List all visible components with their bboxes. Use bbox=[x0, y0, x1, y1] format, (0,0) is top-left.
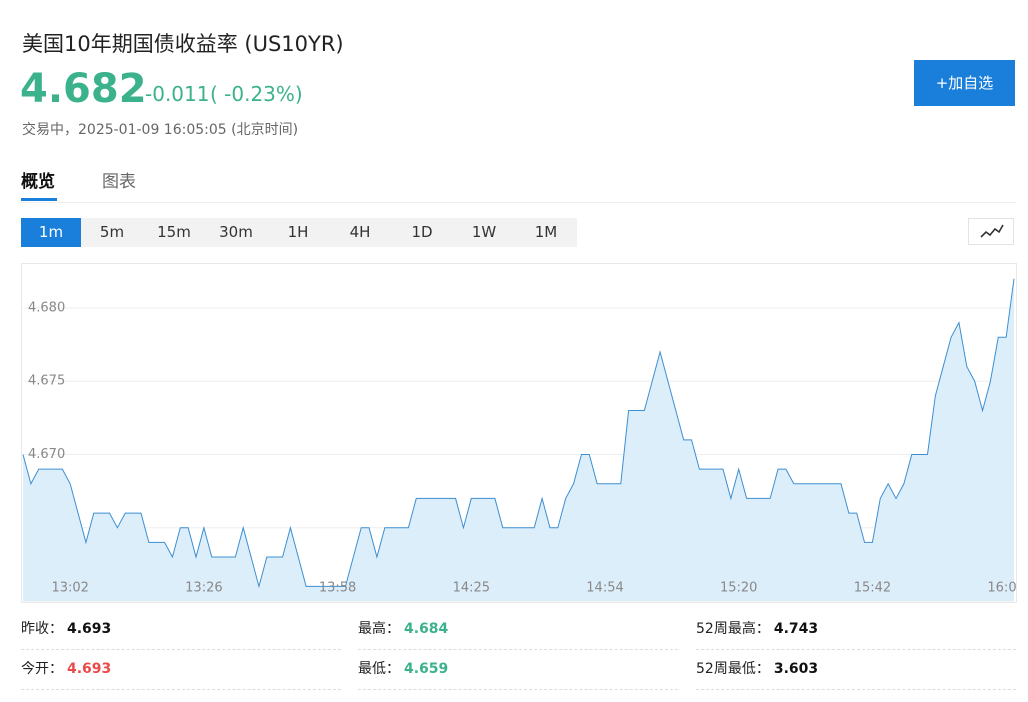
stat-value: 4.693 bbox=[67, 621, 112, 637]
x-tick-label: 15:20 bbox=[720, 581, 757, 596]
stat-label: 昨收： bbox=[21, 621, 63, 637]
y-tick-label: 4.680 bbox=[28, 300, 65, 315]
interval-button[interactable]: 1m bbox=[21, 218, 81, 247]
status: 交易中，2025-01-09 16:05:05 (北京时间) bbox=[22, 122, 299, 138]
interval-button[interactable]: 1W bbox=[471, 223, 497, 241]
stat-item: 52周最低： 3.603 bbox=[696, 649, 1016, 690]
interval-button[interactable]: 1H bbox=[287, 223, 309, 241]
tab[interactable]: 概览 bbox=[21, 172, 55, 192]
title: 美国10年期国债收益率 (US10YR) bbox=[22, 32, 344, 56]
line-icon bbox=[980, 224, 1004, 238]
stat-label: 52周最高： bbox=[696, 621, 770, 637]
change: -0.011 bbox=[145, 82, 210, 106]
separator bbox=[21, 202, 1016, 203]
stat-item: 最高： 4.684 bbox=[358, 609, 678, 650]
interval-button[interactable]: 4H bbox=[349, 223, 371, 241]
tab[interactable]: 图表 bbox=[102, 172, 136, 192]
interval-button[interactable]: 1M bbox=[534, 223, 558, 241]
tab-indicator bbox=[21, 198, 57, 201]
stat-item: 今开： 4.693 bbox=[21, 649, 341, 690]
chart: 4.6604.6654.6704.6754.68013:0213:2613:58… bbox=[21, 263, 1017, 603]
add-watchlist-button[interactable]: +加自选 bbox=[914, 60, 1015, 106]
x-tick-label: 13:02 bbox=[51, 581, 88, 596]
x-tick-label: 13:58 bbox=[319, 581, 356, 596]
stat-label: 最高： bbox=[358, 621, 400, 637]
x-tick-label: 13:26 bbox=[185, 581, 222, 596]
stat-value: 3.603 bbox=[773, 661, 819, 677]
interval-button[interactable]: 15m bbox=[157, 223, 191, 241]
y-tick-label: 4.675 bbox=[28, 374, 65, 389]
stat-item: 最低： 4.659 bbox=[358, 649, 678, 690]
stat-value: 4.659 bbox=[404, 661, 449, 677]
area bbox=[23, 278, 1014, 601]
change-pct: ( -0.23%) bbox=[210, 82, 303, 106]
stat-item: 52周最高： 4.743 bbox=[696, 609, 1016, 650]
stat-value: 4.693 bbox=[67, 661, 112, 677]
chart-type-button[interactable] bbox=[968, 218, 1014, 245]
price: 4.682 bbox=[20, 66, 147, 112]
interval-button[interactable]: 30m bbox=[219, 223, 253, 241]
interval-button[interactable]: 5m bbox=[99, 223, 125, 241]
stat-label: 52周最低： bbox=[696, 661, 770, 677]
stat-value: 4.684 bbox=[404, 621, 449, 637]
x-tick-label: 14:25 bbox=[453, 581, 490, 596]
x-tick-label: 16:00 bbox=[987, 581, 1017, 596]
stat-label: 今开： bbox=[21, 661, 63, 677]
line bbox=[22, 278, 1015, 589]
stat-value: 4.743 bbox=[773, 621, 819, 637]
interval-button[interactable]: 1D bbox=[411, 223, 433, 241]
stat-label: 最低： bbox=[358, 661, 400, 677]
x-tick-label: 15:42 bbox=[854, 581, 891, 596]
interval-bar: 1m 5m 15m 30m 1H 4H 1D 1W 1M bbox=[21, 218, 577, 247]
x-tick-label: 14:54 bbox=[586, 581, 623, 596]
y-tick-label: 4.670 bbox=[28, 447, 65, 462]
stat-item: 昨收： 4.693 bbox=[21, 609, 341, 650]
